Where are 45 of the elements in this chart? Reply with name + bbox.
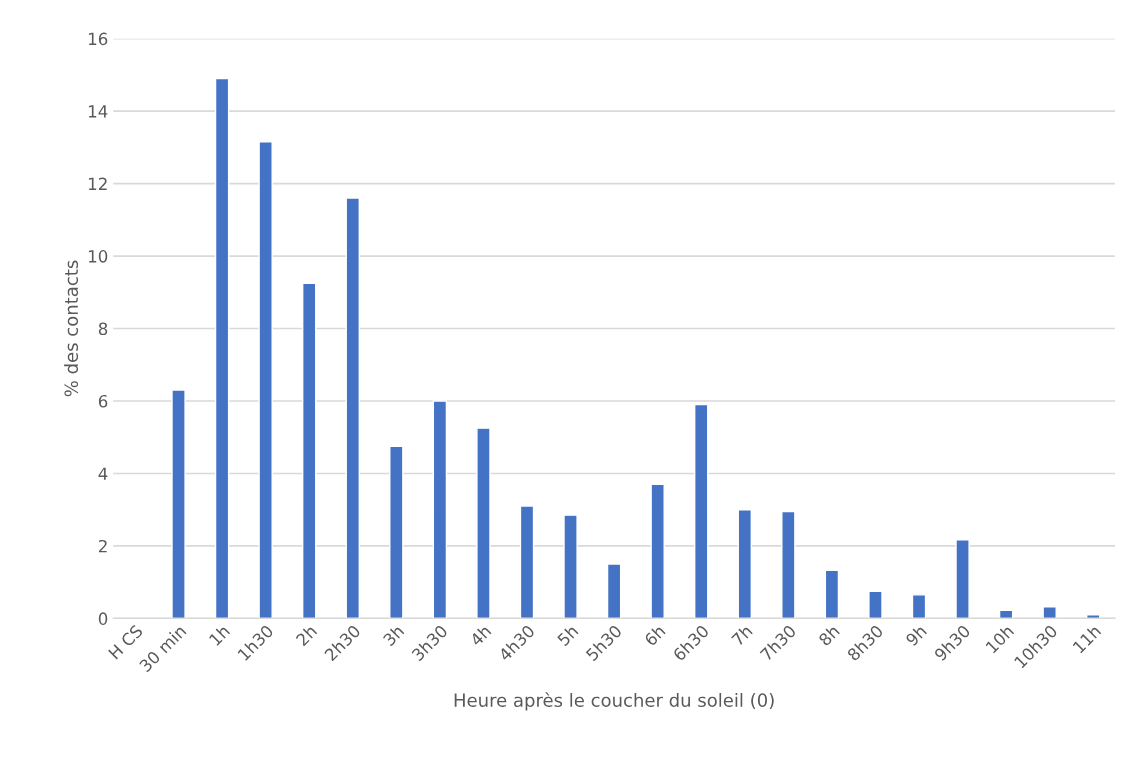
y-tick-label: 2	[98, 539, 107, 553]
y-tick-label: 8	[98, 322, 108, 336]
bar	[345, 197, 360, 619]
bar	[301, 282, 317, 619]
bar	[432, 400, 448, 619]
x-axis-title: Heure après le coucher du soleil (0)	[454, 692, 774, 711]
bar	[214, 77, 230, 619]
bar	[1042, 606, 1057, 619]
bar	[476, 427, 491, 619]
y-tick-label: 14	[88, 105, 108, 118]
x-tick-label: 7h	[730, 624, 753, 647]
x-tick-label: H CS	[108, 624, 144, 660]
bar	[693, 403, 709, 619]
x-tick-label: 5h	[556, 624, 579, 647]
x-tick-label: 9h	[904, 624, 928, 647]
bar	[868, 590, 883, 619]
bar	[998, 609, 1014, 619]
x-tick-label: 1h	[208, 624, 231, 646]
x-tick-label: 4h	[469, 624, 492, 647]
bar	[650, 483, 665, 619]
x-tick-label: 3h	[382, 624, 405, 647]
bar	[563, 514, 578, 619]
bar	[737, 509, 753, 619]
bar	[955, 539, 970, 619]
y-tick-label: 10	[88, 250, 108, 263]
bar	[389, 445, 404, 619]
x-tick-label: 10h	[984, 624, 1015, 654]
y-tick-label: 12	[88, 177, 107, 190]
y-tick-label: 6	[98, 394, 108, 408]
x-tick-label: 6h	[643, 624, 666, 647]
bar	[1086, 614, 1101, 619]
y-tick-label: 4	[98, 467, 108, 480]
bar	[606, 563, 622, 619]
y-tick-label: 16	[88, 32, 108, 46]
y-tick-label: 0	[98, 612, 108, 625]
bar	[258, 141, 273, 619]
bar	[171, 389, 186, 619]
bar	[781, 510, 796, 619]
bar	[519, 505, 535, 619]
bar	[911, 594, 927, 619]
x-tick-label: 11h	[1072, 624, 1102, 654]
x-tick-label: 2h	[295, 624, 318, 647]
x-tick-label: 8h	[817, 624, 841, 647]
bar	[824, 569, 840, 619]
y-axis-title: % des contacts	[64, 260, 79, 397]
